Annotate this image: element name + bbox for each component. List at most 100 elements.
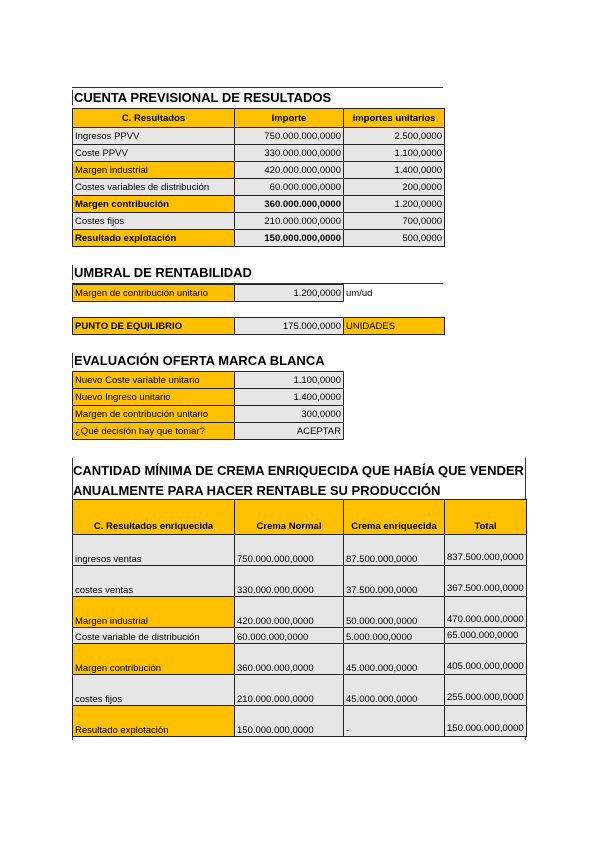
importe-value: 210.000.000,0000 — [234, 212, 344, 230]
header-cell: C. Resultados enriquecida — [72, 499, 235, 535]
total-value: 470.000.000,0000 — [444, 596, 527, 628]
crema-normal-value: 150.000.000,0000 — [234, 705, 344, 737]
row-label: ¿Qué decisión hay que tomar? — [72, 422, 235, 440]
table-row: Margen contribución 360.000.000,0000 1.200… — [72, 195, 445, 213]
crema-enriquecida-value: 45.000.000,0000 — [343, 643, 445, 675]
table-row: costes fijos 210.000.000,0000 45.000.000,0… — [72, 674, 527, 706]
row-label: costes ventas — [72, 565, 235, 597]
crema-enriquecida-value: 87.500.000,0000 — [343, 534, 445, 566]
row-value: ACEPTAR — [234, 422, 344, 440]
total-value: 405.000.000,0000 — [444, 643, 527, 675]
table-row: Coste variable de distribución 60.000.000… — [72, 627, 527, 644]
table-row: costes ventas 330.000.000,0000 37.500.000,… — [72, 565, 527, 597]
cuenta-table: C. Resultados Importe importes unitarios… — [72, 108, 445, 247]
divider — [72, 87, 443, 88]
crema-normal-value: 750.000.000,0000 — [234, 534, 344, 566]
importe-value: 60.000.000,0000 — [234, 178, 344, 196]
unitario-value: 2.500,0000 — [343, 127, 445, 145]
section-title-cuenta: CUENTA PREVISIONAL DE RESULTADOS — [72, 90, 332, 105]
margen-value: 1.200,0000 — [234, 284, 344, 302]
row-label: Resultado explotación — [72, 705, 235, 737]
section-title-cantidad: CANTIDAD MÍNIMA DE CREMA ENRIQUECIDA QUE… — [72, 461, 524, 501]
row-label: Nuevo Coste variable unitario — [72, 371, 235, 389]
margen-label: Margen de contribución unitario — [72, 284, 235, 302]
evaluacion-table: Nuevo Coste variable unitario 1.100,0000 N… — [72, 371, 344, 440]
table-row: Costes variables de distribución 60.000.0… — [72, 178, 445, 196]
header-cell: C. Resultados — [72, 108, 235, 128]
row-value: 1.400,0000 — [234, 388, 344, 406]
row-label: Coste PPVV — [72, 144, 235, 162]
total-value: 150.000.000,0000 — [444, 705, 527, 737]
unitario-value: 1.200,0000 — [343, 195, 445, 213]
title-line: ANUALMENTE PARA HACER RENTABLE SU PRODUC… — [73, 483, 441, 498]
crema-enriquecida-value: 50.000.000,0000 — [343, 596, 445, 628]
table-row: Margen industrial 420.000.000,0000 50.000.… — [72, 596, 527, 628]
header-cell: Total — [444, 499, 527, 535]
row-label: Resultado explotación — [72, 229, 235, 247]
table-row: Ingresos PPVV 750.000.000,0000 2.500,0000 — [72, 127, 445, 145]
crema-normal-value: 330.000.000,0000 — [234, 565, 344, 597]
table-row: Margen contribución 360.000.000,0000 45.00… — [72, 643, 527, 675]
crema-normal-value: 420.000.000,0000 — [234, 596, 344, 628]
table-row: ingresos ventas 750.000.000,0000 87.500.00… — [72, 534, 527, 566]
crema-normal-value: 210.000.000,0000 — [234, 674, 344, 706]
punto-label: PUNTO DE EQUILIBRIO — [72, 317, 235, 335]
table-row: Margen industrial 420.000.000,0000 1.400,0… — [72, 161, 445, 179]
table-row: Nuevo Coste variable unitario 1.100,0000 — [72, 371, 344, 389]
table-row: Costes fijos 210.000.000,0000 700,0000 — [72, 212, 445, 230]
header-cell: Crema Normal — [234, 499, 344, 535]
table-row: PUNTO DE EQUILIBRIO 175.000,0000 UNIDADE… — [72, 317, 445, 335]
table-row: Coste PPVV 330.000.000,0000 1.100,0000 — [72, 144, 445, 162]
punto-value: 175.000,0000 — [234, 317, 344, 335]
importe-value: 420.000.000,0000 — [234, 161, 344, 179]
row-label: Margen de contribución unitario — [72, 405, 235, 423]
section-title-evaluacion: EVALUACIÓN OFERTA MARCA BLANCA — [72, 353, 325, 368]
table-row: Margen de contribución unitario 1.200,00… — [72, 284, 445, 302]
row-label: Margen industrial — [72, 596, 235, 628]
unitario-value: 700,0000 — [343, 212, 445, 230]
row-label: Ingresos PPVV — [72, 127, 235, 145]
unitario-value: 1.400,0000 — [343, 161, 445, 179]
divider — [72, 283, 443, 284]
header-cell: Importe — [234, 108, 344, 128]
crema-normal-value: 360.000.000,0000 — [234, 643, 344, 675]
row-label: costes fijos — [72, 674, 235, 706]
table-row: ¿Qué decisión hay que tomar? ACEPTAR — [72, 422, 344, 440]
importe-value: 330.000.000,0000 — [234, 144, 344, 162]
row-label: Costes variables de distribución — [72, 178, 235, 196]
table-row: Nuevo Ingreso unitario 1.400,0000 — [72, 388, 344, 406]
total-value: 837.500.000,0000 — [444, 534, 527, 566]
crema-enriquecida-value: - — [343, 705, 445, 737]
umbral-table: Margen de contribución unitario 1.200,00… — [72, 284, 445, 302]
unitario-value: 1.100,0000 — [343, 144, 445, 162]
row-label: Costes fijos — [72, 212, 235, 230]
row-label: Coste variable de distribución — [72, 627, 235, 644]
margen-unit: um/ud — [343, 284, 445, 302]
header-cell: Crema enriquecida — [343, 499, 445, 535]
row-label: Margen contribución — [72, 643, 235, 675]
title-line: CANTIDAD MÍNIMA DE CREMA ENRIQUECIDA QUE… — [73, 463, 524, 478]
unitario-value: 500,0000 — [343, 229, 445, 247]
total-value: 255.000.000,0000 — [444, 674, 527, 706]
cantidad-table: C. Resultados enriquecida Crema Normal C… — [72, 499, 527, 737]
row-value: 1.100,0000 — [234, 371, 344, 389]
importe-value: 150.000.000,0000 — [234, 229, 344, 247]
crema-enriquecida-value: 45.000.000,0000 — [343, 674, 445, 706]
row-label: Margen contribución — [72, 195, 235, 213]
table-row: Resultado explotación 150.000.000,0000-15… — [72, 705, 527, 737]
unitario-value: 200,0000 — [343, 178, 445, 196]
punto-unit: UNIDADES — [343, 317, 445, 335]
importe-value: 750.000.000,0000 — [234, 127, 344, 145]
table-row: Resultado explotación 150.000.000,0000 500… — [72, 229, 445, 247]
importe-value: 360.000.000,0000 — [234, 195, 344, 213]
section-title-umbral: UMBRAL DE RENTABILIDAD — [72, 265, 252, 280]
punto-table: PUNTO DE EQUILIBRIO 175.000,0000 UNIDADE… — [72, 317, 445, 335]
row-label: Margen industrial — [72, 161, 235, 179]
table-row: Margen de contribución unitario 300,0000 — [72, 405, 344, 423]
crema-enriquecida-value: 37.500.000,0000 — [343, 565, 445, 597]
row-label: Nuevo Ingreso unitario — [72, 388, 235, 406]
header-cell: importes unitarios — [343, 108, 445, 128]
total-value: 367.500.000,0000 — [444, 565, 527, 597]
row-label: ingresos ventas — [72, 534, 235, 566]
crema-enriquecida-value: 5.000.000,0000 — [343, 627, 445, 644]
